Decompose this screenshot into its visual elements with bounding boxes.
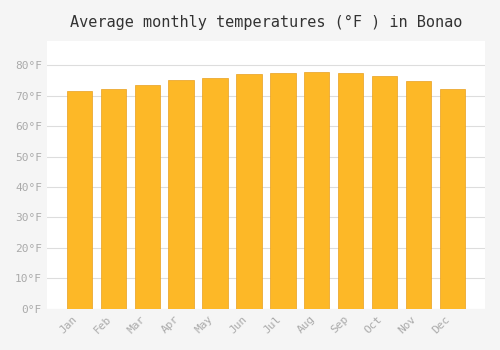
Bar [236,75,262,309]
Bar [168,80,194,309]
Bar [202,78,228,309]
Bar [134,85,160,309]
Bar [270,73,295,309]
Bar [372,76,398,309]
Bar [100,89,126,309]
Bar [67,91,92,309]
Bar [406,81,431,309]
Bar [440,89,465,309]
Bar [304,72,330,309]
Bar [338,73,363,309]
Title: Average monthly temperatures (°F ) in Bonao: Average monthly temperatures (°F ) in Bo… [70,15,462,30]
